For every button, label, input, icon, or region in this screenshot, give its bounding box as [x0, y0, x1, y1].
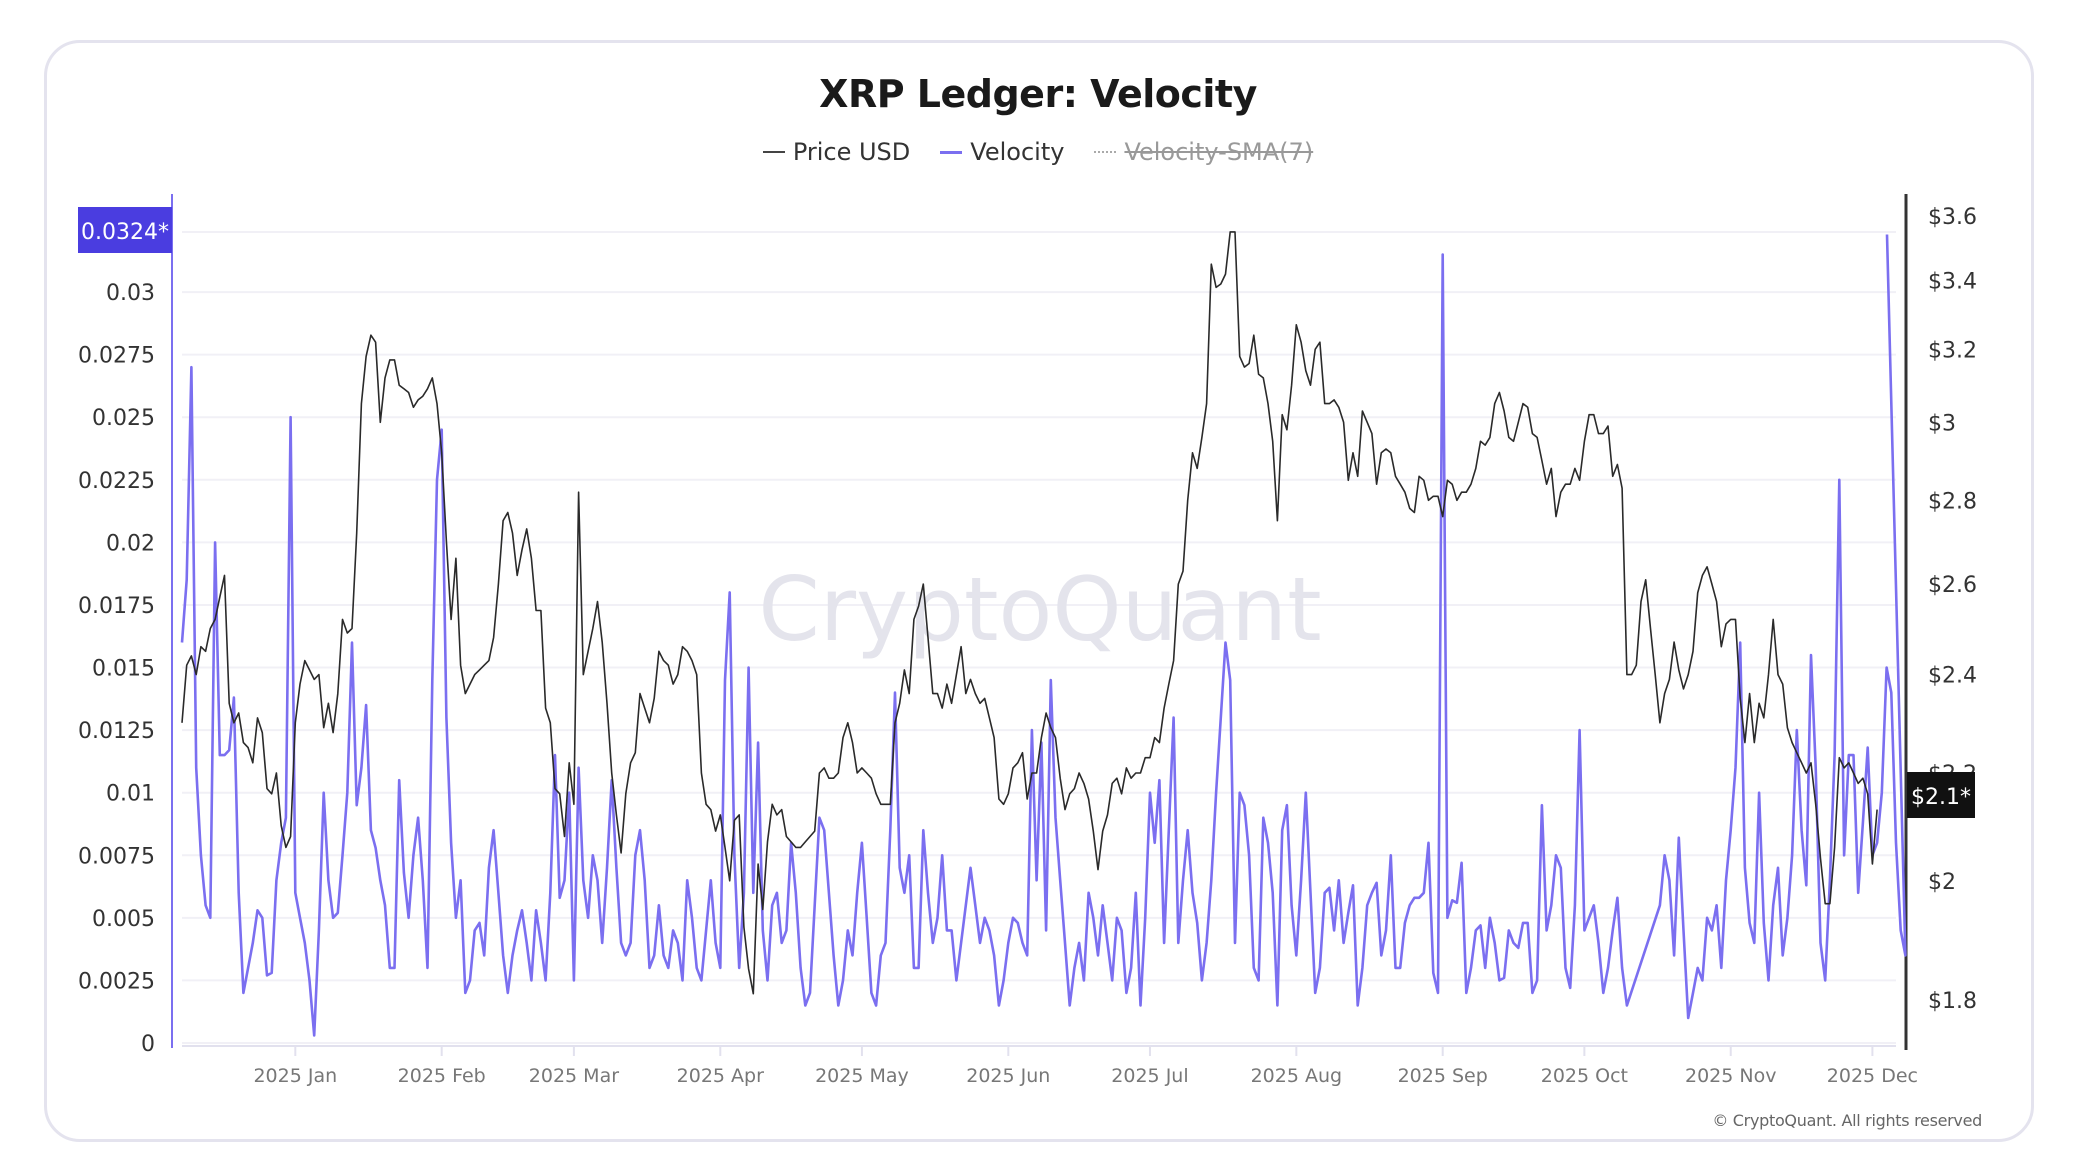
left-axis-tick-label: 0.0025 — [78, 969, 155, 994]
left-badge-text: 0.0324* — [81, 220, 169, 245]
left-axis-tick-label: 0.015 — [92, 657, 155, 682]
right-axis-tick-label: $2.8 — [1928, 489, 1977, 514]
right-badge-text: $2.1* — [1911, 785, 1971, 810]
x-axis-tick-label: 2025 Feb — [398, 1065, 486, 1087]
right-axis-ticks: $1.8$2$2.2$2.4$2.6$2.8$3$3.2$3.4$3.6 — [1928, 205, 1977, 1014]
series-velocity-line[interactable] — [180, 234, 1907, 1037]
x-axis-tick-label: 2025 Jun — [966, 1065, 1050, 1087]
legend-label-velocity: Velocity — [970, 138, 1065, 166]
chart-title: XRP Ledger: Velocity — [819, 72, 1257, 116]
left-axis-tick-label: 0 — [141, 1032, 155, 1057]
right-axis-tick-label: $3.2 — [1928, 338, 1977, 363]
x-axis-tick-label: 2025 Apr — [677, 1065, 764, 1087]
x-axis-tick-label: 2025 Aug — [1251, 1065, 1343, 1087]
left-badge-bg — [78, 207, 172, 253]
left-axis-tick-label: 0.025 — [92, 406, 155, 431]
x-axis-tick-label: 2025 Jan — [253, 1065, 337, 1087]
left-axis-ticks: 0 0.0025 0.005 0.0075 0.01 0.0125 0.015 0.0175 0… — [78, 281, 155, 1057]
watermark: CryptoQuant — [758, 558, 1321, 661]
legend-label-price-usd: Price USD — [792, 138, 911, 166]
x-axis-tick-label: 2025 Nov — [1685, 1065, 1776, 1087]
left-axis-value-badge: 0.0324* — [78, 207, 172, 253]
left-axis-tick-label: 0.0175 — [78, 594, 155, 619]
x-axis-tick-label: 2025 Mar — [529, 1065, 619, 1087]
x-axis-tick-label: 2025 May — [815, 1065, 909, 1087]
x-axis-tick-label: 2025 Dec — [1827, 1065, 1918, 1087]
legend-swatch-velocity — [940, 150, 963, 154]
chart-card — [44, 40, 2034, 1142]
left-axis-tick-label: 0.0125 — [78, 719, 155, 744]
right-axis-tick-label: $3.6 — [1928, 205, 1977, 230]
x-axis-ticks: 2025 Jan 2025 Feb 2025 Mar 2025 Apr 2025 May… — [253, 1046, 1918, 1087]
legend-label-velocity-sma: Velocity-SMA(7) — [1124, 138, 1314, 166]
copyright-notice: © CryptoQuant. All rights reserved — [1712, 1111, 1982, 1130]
x-axis-tick-label: 2025 Oct — [1541, 1065, 1628, 1087]
left-axis-tick-label: 0.0275 — [78, 344, 155, 369]
legend-swatch-velocity-sma — [1094, 151, 1117, 153]
chart-legend: Price USD Velocity Velocity-SMA(7) — [0, 138, 2076, 166]
left-axis-tick-label: 0.0225 — [78, 469, 155, 494]
right-badge-bg — [1907, 772, 1975, 818]
x-axis-tick-label: 2025 Jul — [1111, 1065, 1188, 1087]
right-axis-tick-label: $1.8 — [1928, 989, 1977, 1014]
right-axis-tick-label: $2.6 — [1928, 573, 1977, 598]
right-axis-value-badge: $2.1* — [1907, 772, 1975, 818]
left-axis-tick-label: 0.01 — [106, 782, 155, 807]
legend-item-velocity-sma[interactable]: Velocity-SMA(7) — [1094, 138, 1313, 166]
right-axis-tick-label: $3 — [1928, 411, 1956, 436]
left-axis-tick-label: 0.005 — [92, 907, 155, 932]
left-axis-tick-label: 0.0075 — [78, 844, 155, 869]
right-axis-tick-label: $2 — [1928, 870, 1956, 895]
right-axis-tick-label: $3.4 — [1928, 270, 1977, 295]
legend-swatch-price-usd — [762, 151, 785, 153]
x-axis-tick-label: 2025 Sep — [1398, 1065, 1488, 1087]
left-axis-tick-label: 0.02 — [106, 531, 155, 556]
legend-item-price-usd[interactable]: Price USD — [762, 138, 911, 166]
series-price-usd-line[interactable] — [181, 231, 1878, 995]
right-axis-tick-label: $2.4 — [1928, 664, 1977, 689]
legend-item-velocity[interactable]: Velocity — [940, 138, 1064, 166]
left-axis-tick-label: 0.03 — [106, 281, 155, 306]
